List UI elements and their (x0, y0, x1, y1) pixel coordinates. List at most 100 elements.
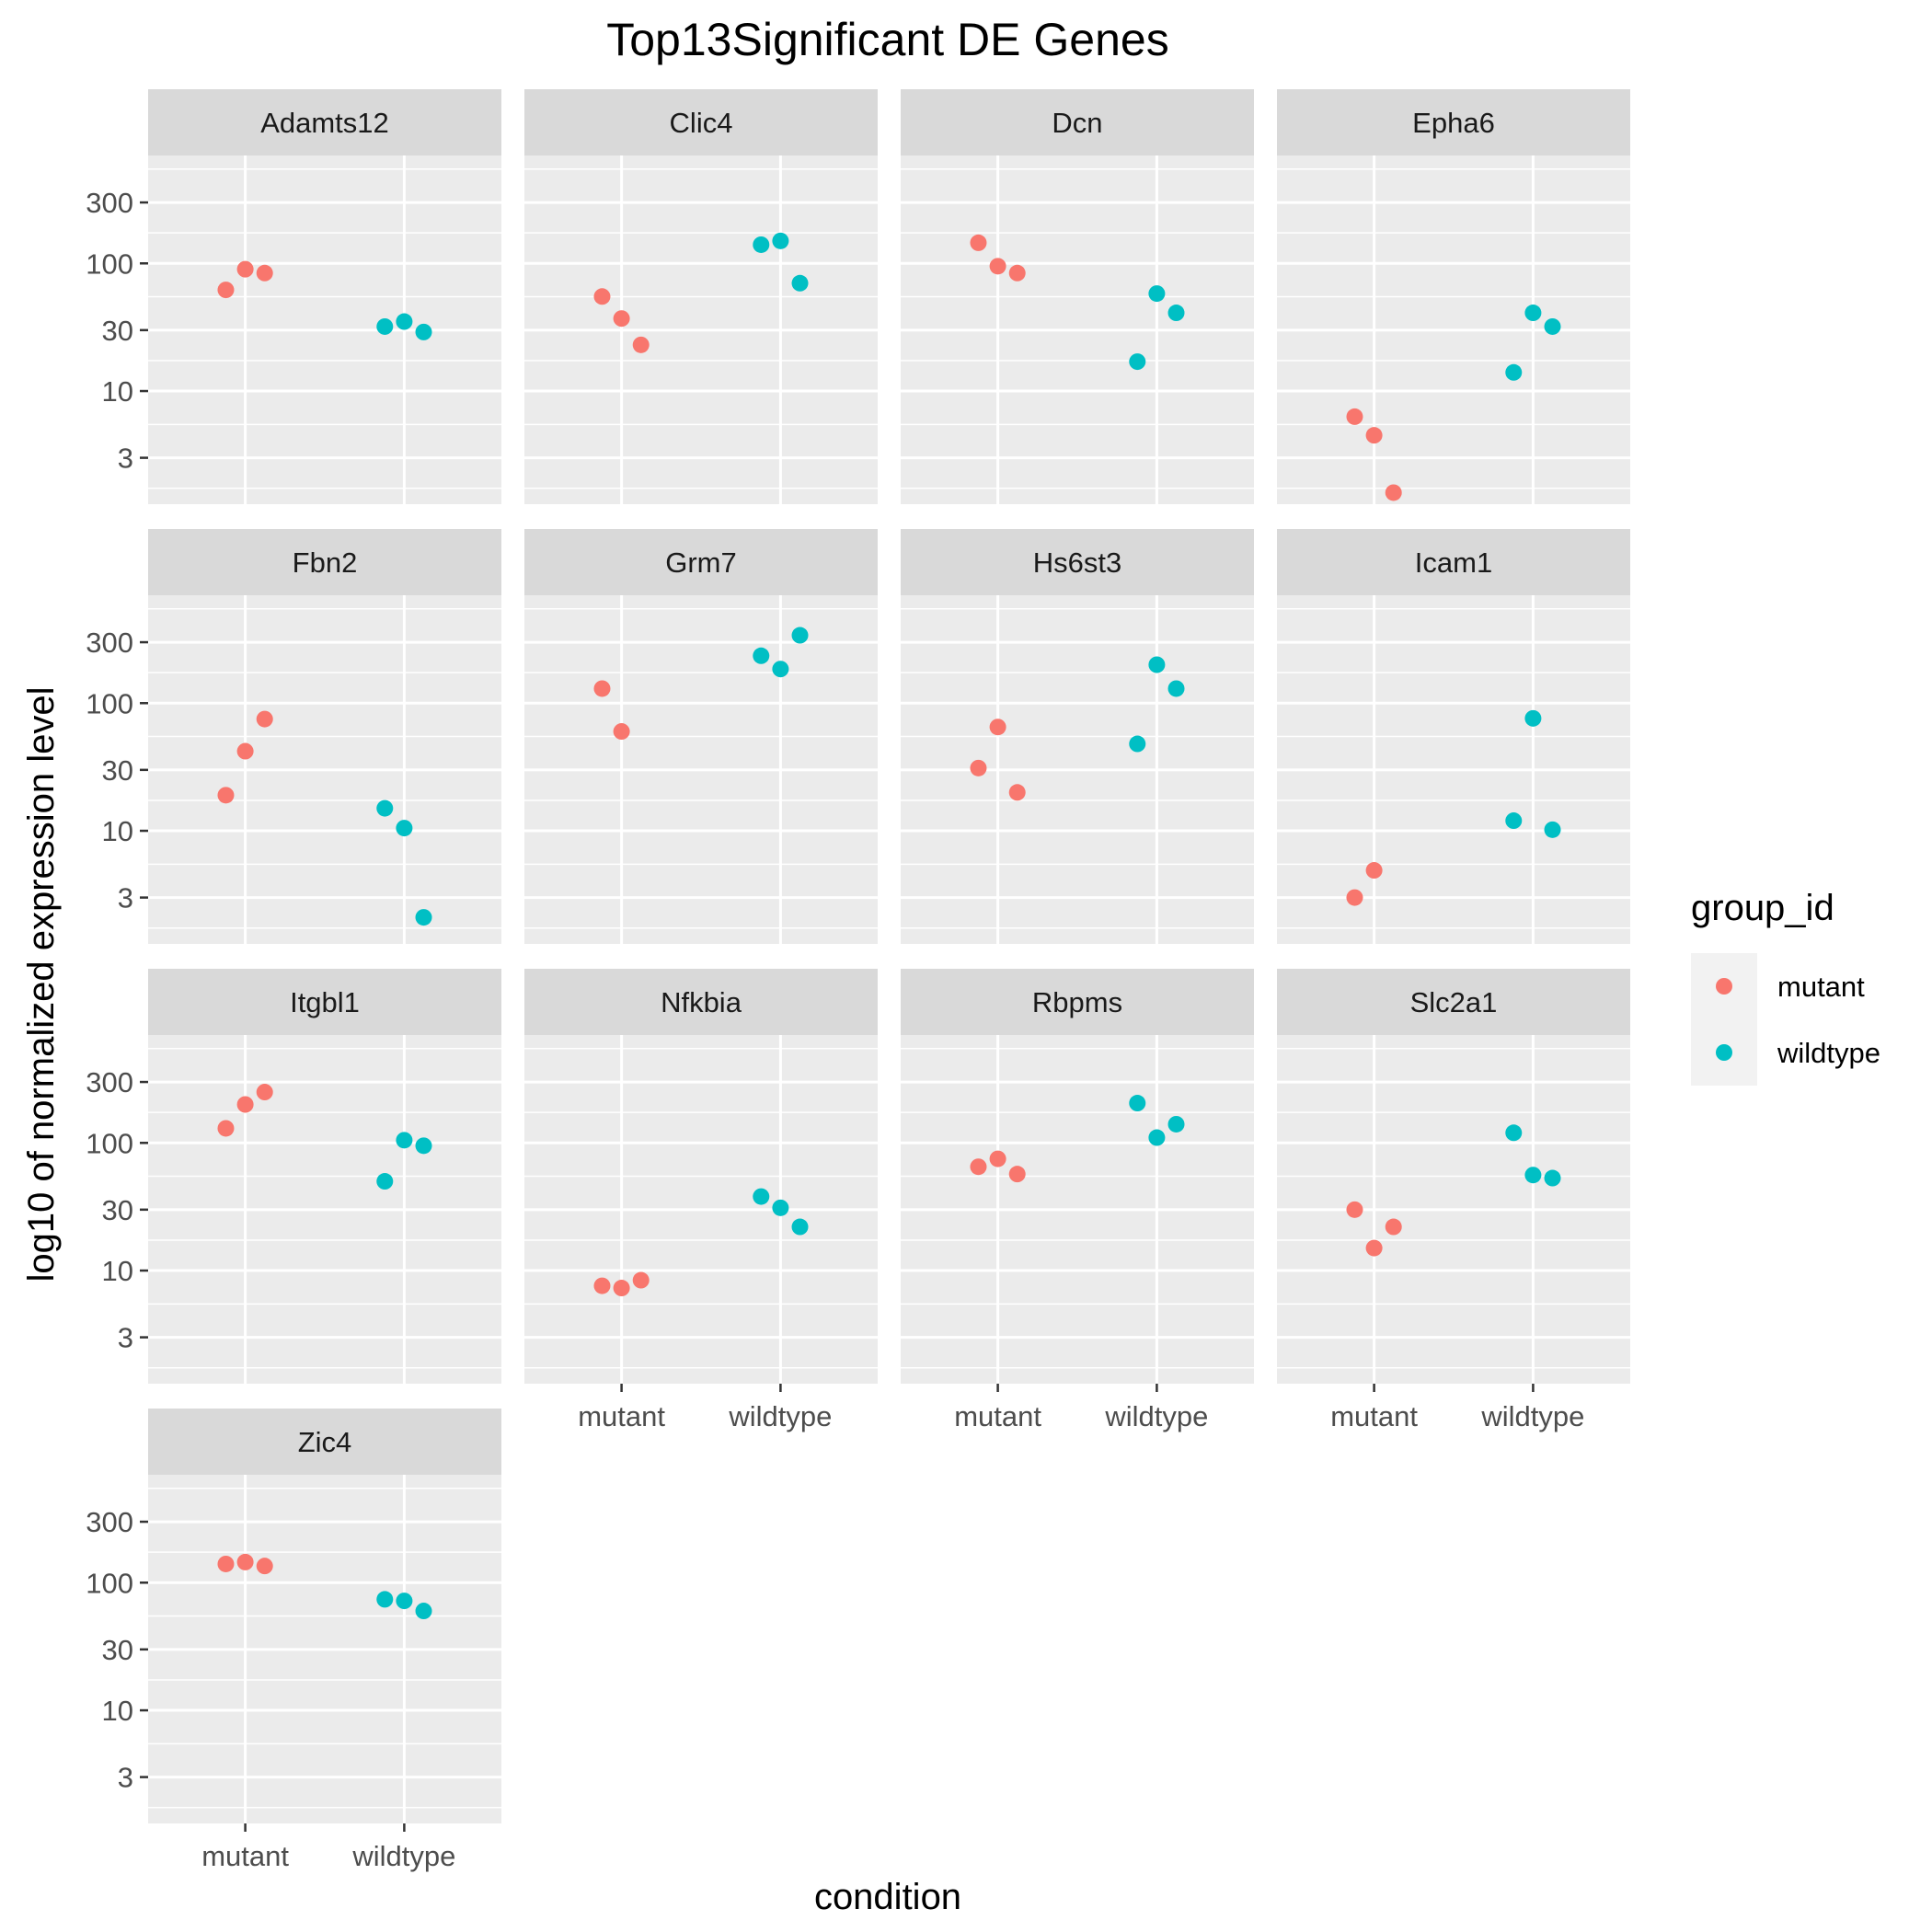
data-point-mutant (256, 710, 273, 728)
data-point-mutant (1365, 862, 1383, 880)
data-point-mutant (1346, 889, 1363, 906)
data-point-wildtype (791, 1218, 809, 1236)
facet-panel-itgbl1: Itgbl1 3 10 30 100 300 (86, 969, 501, 1384)
data-point-mutant (1365, 427, 1383, 444)
data-point-wildtype (396, 1132, 413, 1149)
data-point-wildtype (396, 820, 413, 837)
data-point-wildtype (1167, 680, 1185, 697)
data-point-mutant (256, 1558, 273, 1575)
data-point-wildtype (396, 1593, 413, 1610)
y-tick-label: 30 (102, 315, 133, 347)
data-point-wildtype (1167, 305, 1185, 322)
data-point-mutant (989, 1150, 1006, 1167)
facet-strip (524, 529, 878, 595)
x-tick-label: wildtype (351, 1840, 455, 1872)
data-point-wildtype (396, 313, 413, 330)
facet-strip-label: Zic4 (298, 1426, 352, 1458)
y-tick-label: 10 (102, 375, 133, 408)
y-tick-label: 10 (102, 1255, 133, 1287)
facet-panel-clic4: Clic4 (524, 89, 878, 504)
facet-strip (1277, 529, 1630, 595)
data-point-wildtype (376, 799, 394, 817)
x-tick-label: mutant (578, 1400, 665, 1432)
x-tick-label: wildtype (1104, 1400, 1208, 1432)
x-tick-label: wildtype (728, 1400, 832, 1432)
facet-strip-label: Hs6st3 (1033, 546, 1121, 579)
data-point-mutant (217, 282, 235, 299)
x-tick-label: mutant (201, 1840, 289, 1872)
data-point-wildtype (415, 909, 432, 926)
data-point-mutant (632, 1271, 650, 1289)
data-point-mutant (1385, 484, 1402, 501)
data-point-mutant (613, 723, 630, 741)
data-point-mutant (613, 310, 630, 328)
data-point-mutant (236, 742, 254, 760)
data-point-wildtype (791, 627, 809, 644)
facet-strip (901, 969, 1254, 1035)
y-tick-label: 10 (102, 1695, 133, 1727)
data-point-wildtype (1129, 735, 1146, 753)
data-point-mutant (989, 258, 1006, 275)
facet-strip (1277, 89, 1630, 155)
data-point-mutant (1346, 1201, 1363, 1218)
y-axis-title: log10 of normalized expression level (21, 686, 62, 1282)
legend-title: group_id (1691, 888, 1834, 928)
data-point-mutant (236, 1553, 254, 1570)
facet-strip (148, 1409, 501, 1475)
facet-panel-epha6: Epha6 (1277, 89, 1630, 504)
y-tick-label: 100 (86, 687, 133, 719)
y-tick-label: 3 (118, 1762, 133, 1794)
facet-panel-fbn2: Fbn2 3 10 30 100 300 (86, 529, 501, 944)
data-point-wildtype (1167, 1115, 1185, 1133)
data-point-mutant (217, 787, 235, 804)
data-point-mutant (1008, 1166, 1026, 1183)
data-point-wildtype (772, 1199, 789, 1216)
facet-panel-dcn: Dcn (901, 89, 1254, 504)
data-point-mutant (1346, 408, 1363, 425)
data-point-wildtype (1524, 1167, 1542, 1184)
y-tick-label: 100 (86, 1567, 133, 1599)
data-point-wildtype (415, 1137, 432, 1155)
facet-strip (148, 529, 501, 595)
data-point-wildtype (772, 661, 789, 678)
data-point-mutant (593, 680, 611, 697)
facet-strip (148, 969, 501, 1035)
facet-strip-label: Itgbl1 (290, 986, 360, 1018)
data-point-mutant (1365, 1239, 1383, 1257)
facet-panel-icam1: Icam1 (1277, 529, 1630, 944)
y-tick-label: 100 (86, 1127, 133, 1159)
data-point-wildtype (753, 236, 770, 253)
data-point-wildtype (1524, 709, 1542, 727)
facet-strip-label: Clic4 (670, 107, 733, 139)
facet-panel-slc2a1: Slc2a1 mutant wildtype (1277, 969, 1630, 1432)
data-point-mutant (970, 1158, 987, 1176)
data-point-wildtype (1129, 1095, 1146, 1112)
legend-label-wildtype: wildtype (1777, 1037, 1880, 1069)
data-point-mutant (1008, 264, 1026, 282)
chart-title: Top13Significant DE Genes (606, 14, 1168, 65)
data-point-mutant (236, 1096, 254, 1113)
data-point-mutant (970, 234, 987, 251)
facet-strip-label: Rbpms (1032, 986, 1122, 1018)
y-tick-label: 3 (118, 1322, 133, 1354)
data-point-wildtype (1148, 1129, 1166, 1146)
data-point-wildtype (376, 1591, 394, 1608)
data-point-wildtype (1524, 305, 1542, 322)
y-tick-label: 30 (102, 1194, 133, 1226)
y-tick-label: 3 (118, 443, 133, 475)
facet-strip-label: Slc2a1 (1410, 986, 1498, 1018)
data-point-wildtype (376, 1173, 394, 1190)
data-point-mutant (1008, 784, 1026, 801)
y-tick-label: 300 (86, 1066, 133, 1098)
data-point-mutant (217, 1555, 235, 1572)
facet-strip (524, 89, 878, 155)
y-tick-label: 300 (86, 187, 133, 219)
legend-key-wildtype (1716, 1044, 1732, 1061)
data-point-mutant (217, 1120, 235, 1137)
legend-key-mutant (1716, 978, 1732, 995)
x-tick-label: mutant (954, 1400, 1041, 1432)
data-point-wildtype (1544, 1169, 1561, 1187)
x-tick-label: mutant (1330, 1400, 1418, 1432)
data-point-mutant (989, 719, 1006, 736)
